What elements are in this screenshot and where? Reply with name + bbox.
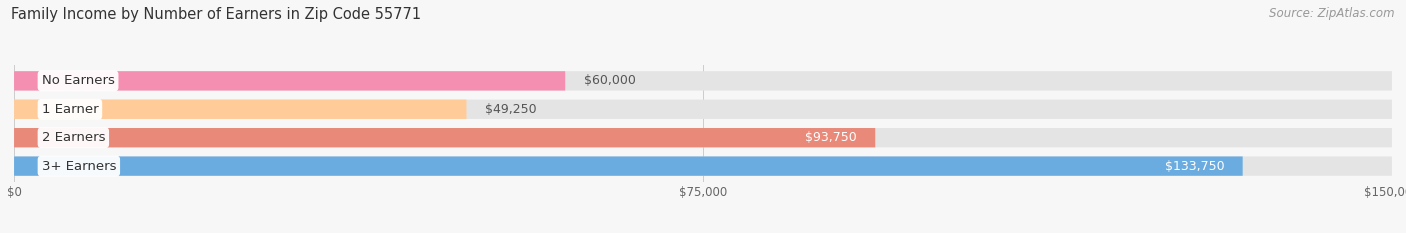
FancyBboxPatch shape bbox=[14, 128, 1392, 147]
Text: $93,750: $93,750 bbox=[806, 131, 856, 144]
Text: $49,250: $49,250 bbox=[485, 103, 537, 116]
Text: Source: ZipAtlas.com: Source: ZipAtlas.com bbox=[1270, 7, 1395, 20]
Text: $60,000: $60,000 bbox=[583, 74, 636, 87]
Text: No Earners: No Earners bbox=[42, 74, 114, 87]
Text: 1 Earner: 1 Earner bbox=[42, 103, 98, 116]
FancyBboxPatch shape bbox=[14, 156, 1392, 176]
FancyBboxPatch shape bbox=[14, 71, 565, 91]
FancyBboxPatch shape bbox=[14, 128, 875, 147]
Text: 3+ Earners: 3+ Earners bbox=[42, 160, 117, 173]
FancyBboxPatch shape bbox=[14, 156, 1243, 176]
FancyBboxPatch shape bbox=[14, 100, 1392, 119]
Text: Family Income by Number of Earners in Zip Code 55771: Family Income by Number of Earners in Zi… bbox=[11, 7, 422, 22]
FancyBboxPatch shape bbox=[14, 100, 467, 119]
Text: 2 Earners: 2 Earners bbox=[42, 131, 105, 144]
Text: $133,750: $133,750 bbox=[1164, 160, 1225, 173]
FancyBboxPatch shape bbox=[14, 71, 1392, 91]
